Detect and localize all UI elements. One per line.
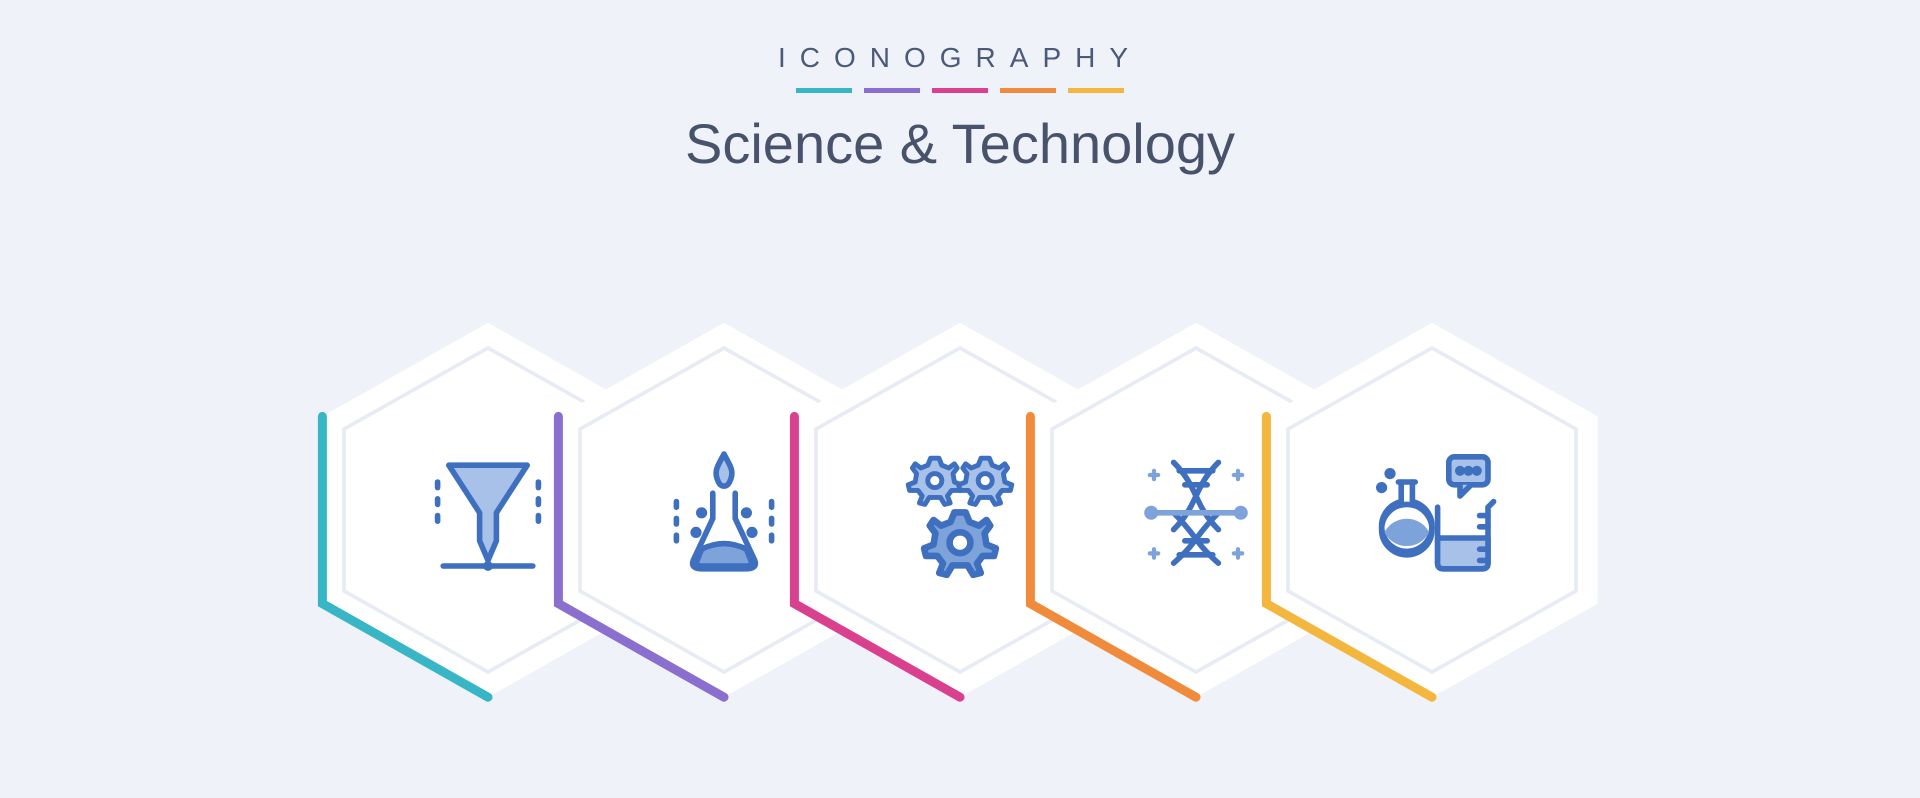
hex-card: [1252, 300, 1612, 720]
header: ICONOGRAPHY Science & Technology: [0, 0, 1920, 176]
kicker: ICONOGRAPHY: [0, 42, 1920, 74]
icon-row: [0, 300, 1920, 720]
accent-underline: [0, 88, 1920, 93]
page-title: Science & Technology: [0, 111, 1920, 176]
accent-bar: [932, 88, 988, 93]
accent-bar: [864, 88, 920, 93]
gears-icon: [885, 435, 1035, 585]
funnel-tornado-icon: [413, 435, 563, 585]
flask-flame-icon: [649, 435, 799, 585]
lab-glassware-icon: [1357, 435, 1507, 585]
dna-icon: [1121, 435, 1271, 585]
accent-bar: [1000, 88, 1056, 93]
accent-bar: [1068, 88, 1124, 93]
accent-bar: [796, 88, 852, 93]
